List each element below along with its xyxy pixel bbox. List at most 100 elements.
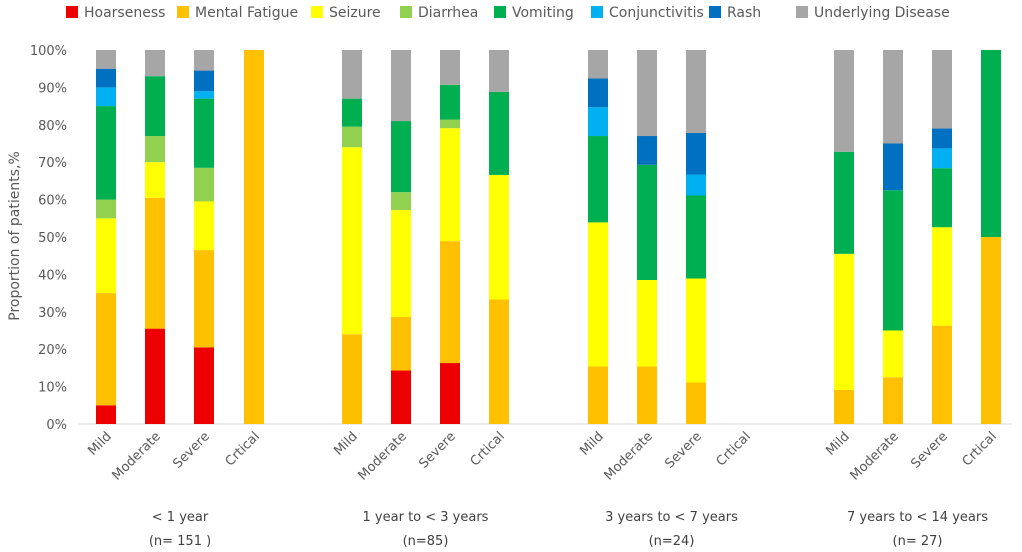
x-category-label: Crtical bbox=[223, 429, 263, 469]
bar-segment-mental-fatigue bbox=[981, 237, 1001, 424]
group-label-count: (n=85) bbox=[403, 534, 449, 549]
bar-segment-seizure bbox=[883, 330, 903, 378]
y-tick-label: 0% bbox=[46, 418, 67, 433]
bar-segment-vomiting bbox=[883, 190, 903, 331]
group-label-age: 7 years to < 14 years bbox=[847, 510, 988, 525]
bar-segment-underlying-disease bbox=[489, 50, 509, 92]
bar-segment-vomiting bbox=[489, 91, 509, 175]
legend-label-vomiting: Vomiting bbox=[512, 5, 574, 21]
bar-segment-hoarseness bbox=[391, 370, 411, 424]
bar-segment-diarrhea bbox=[96, 199, 116, 219]
bar-segment-diarrhea bbox=[391, 192, 411, 211]
x-category-label: Severe bbox=[416, 429, 458, 471]
legend-label-mental-fatigue: Mental Fatigue bbox=[195, 5, 298, 21]
bar-segment-seizure bbox=[637, 280, 657, 367]
bar-segment-mental-fatigue bbox=[96, 293, 116, 406]
bar-segment-underlying-disease bbox=[588, 50, 608, 79]
bar-segment-vomiting bbox=[686, 195, 706, 279]
bar-segment-vomiting bbox=[391, 121, 411, 193]
x-category-label: Crtical bbox=[468, 429, 508, 469]
bar-segment-seizure bbox=[194, 201, 214, 251]
bar-segment-mental-fatigue bbox=[883, 377, 903, 424]
bar-segment-hoarseness bbox=[145, 328, 165, 424]
bar-segment-seizure bbox=[686, 278, 706, 383]
bar-segment-conjunctivitis bbox=[194, 91, 214, 99]
bar-segment-conjunctivitis bbox=[932, 148, 952, 169]
bar-segment-vomiting bbox=[637, 164, 657, 281]
bar-segment-rash bbox=[588, 78, 608, 108]
bar-segment-vomiting bbox=[834, 151, 854, 254]
y-tick-label: 50% bbox=[38, 231, 67, 246]
bar-segment-underlying-disease bbox=[145, 50, 165, 77]
bar-segment-mental-fatigue bbox=[145, 197, 165, 329]
group-labels: < 1 year (n= 151 ) 1 year to < 3 years (n=8… bbox=[149, 510, 988, 549]
x-category-label: Severe bbox=[908, 429, 950, 471]
bar-segment-mental-fatigue bbox=[588, 366, 608, 424]
bar-segment-mental-fatigue bbox=[244, 50, 264, 424]
legend-swatch-seizure bbox=[311, 6, 323, 18]
bar-segment-seizure bbox=[834, 253, 854, 390]
y-axis-ticks: 0% 10% 20% 30% 40% 50% 60% 70% 80% 90% 100% bbox=[30, 44, 67, 433]
bar-segment-seizure bbox=[145, 162, 165, 198]
bar-segment-underlying-disease bbox=[883, 50, 903, 144]
group-label-age: 3 years to < 7 years bbox=[605, 510, 738, 525]
bar-segment-seizure bbox=[932, 227, 952, 326]
y-tick-label: 30% bbox=[38, 306, 67, 321]
bar-segment-seizure bbox=[96, 218, 116, 294]
x-category-label: Crtical bbox=[714, 429, 754, 469]
bar-segment-mental-fatigue bbox=[391, 317, 411, 371]
bar-segment-diarrhea bbox=[194, 167, 214, 202]
legend-label-underlying-disease: Underlying Disease bbox=[814, 5, 950, 21]
bar-segment-vomiting bbox=[440, 84, 460, 120]
bar-segment-conjunctivitis bbox=[686, 174, 706, 196]
bar-segment-mental-fatigue bbox=[834, 389, 854, 424]
bars bbox=[96, 50, 1001, 424]
bar-segment-conjunctivitis bbox=[588, 107, 608, 137]
bar-segment-mental-fatigue bbox=[686, 382, 706, 424]
legend: Hoarseness Mental Fatigue Seizure Diarrhea V… bbox=[66, 5, 950, 21]
x-category-label: Severe bbox=[170, 429, 212, 471]
bar-segment-hoarseness bbox=[440, 363, 460, 424]
group-label-age: 1 year to < 3 years bbox=[363, 510, 489, 525]
bar-segment-underlying-disease bbox=[96, 50, 116, 69]
x-category-label: Moderate bbox=[602, 429, 656, 483]
y-tick-label: 80% bbox=[38, 119, 67, 134]
bar-segment-mental-fatigue bbox=[342, 334, 362, 424]
x-category-label: Mild bbox=[577, 429, 606, 458]
bar-segment-seizure bbox=[440, 128, 460, 242]
bar-segment-hoarseness bbox=[194, 347, 214, 424]
bar-segment-underlying-disease bbox=[834, 50, 854, 152]
group-label-age: < 1 year bbox=[152, 510, 209, 525]
bar-segment-hoarseness bbox=[96, 405, 116, 424]
legend-swatch-diarrhea bbox=[400, 6, 412, 18]
bar-segment-seizure bbox=[391, 210, 411, 318]
y-tick-label: 60% bbox=[38, 194, 67, 209]
group-label-count: (n= 27) bbox=[893, 534, 943, 549]
y-tick-label: 90% bbox=[38, 81, 67, 96]
legend-swatch-mental-fatigue bbox=[177, 6, 189, 18]
bar-segment-underlying-disease bbox=[342, 50, 362, 99]
bar-segment-vomiting bbox=[981, 50, 1001, 237]
bar-segment-underlying-disease bbox=[686, 50, 706, 134]
bar-segment-vomiting bbox=[588, 136, 608, 223]
legend-swatch-underlying-disease bbox=[796, 6, 808, 18]
x-category-label: Mild bbox=[823, 429, 852, 458]
bar-segment-diarrhea bbox=[440, 119, 460, 129]
bar-segment-rash bbox=[686, 133, 706, 175]
bar-segment-seizure bbox=[342, 147, 362, 335]
group-label-count: (n= 151 ) bbox=[149, 534, 211, 549]
bar-segment-rash bbox=[883, 143, 903, 191]
x-category-label: Moderate bbox=[110, 429, 164, 483]
legend-swatch-conjunctivitis bbox=[591, 6, 603, 18]
x-category-label: Moderate bbox=[356, 429, 410, 483]
bar-segment-diarrhea bbox=[342, 126, 362, 148]
x-category-label: Severe bbox=[662, 429, 704, 471]
legend-label-diarrhea: Diarrhea bbox=[418, 5, 478, 21]
bar-segment-vomiting bbox=[96, 106, 116, 200]
bar-segment-mental-fatigue bbox=[637, 366, 657, 424]
bar-segment-seizure bbox=[489, 174, 509, 300]
legend-swatch-hoarseness bbox=[66, 6, 78, 18]
legend-label-rash: Rash bbox=[727, 5, 761, 21]
bar-segment-rash bbox=[96, 68, 116, 88]
